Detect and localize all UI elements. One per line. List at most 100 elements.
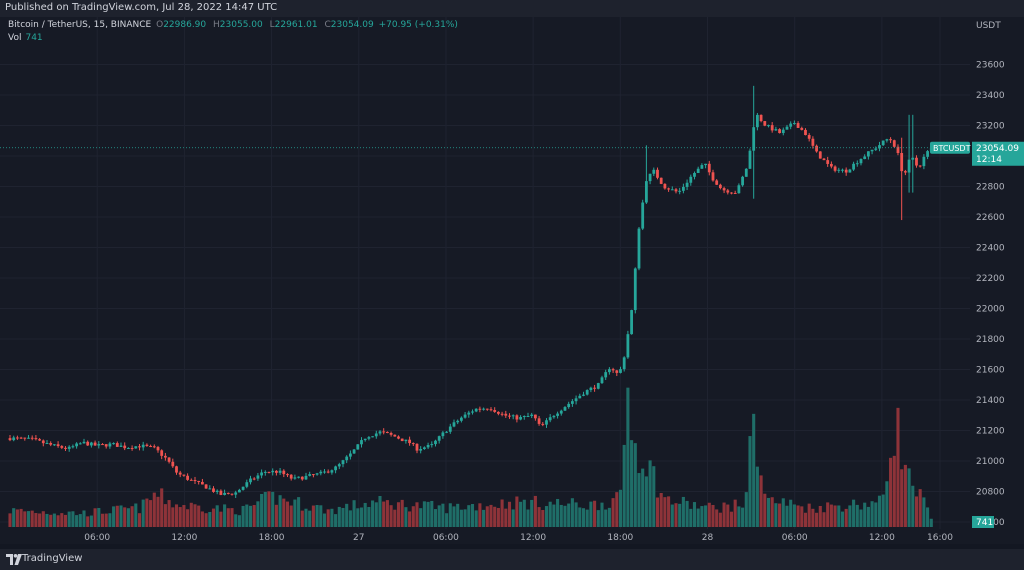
- candle-body: [696, 168, 700, 173]
- candle-body: [500, 413, 504, 415]
- candle-body: [434, 440, 437, 445]
- candle-body: [530, 414, 534, 417]
- volume-bar: [56, 515, 60, 527]
- candle-body: [223, 492, 226, 495]
- volume-bar: [744, 492, 748, 527]
- price-tick-label: 20800: [976, 488, 1005, 498]
- price-axis-unit: USDT: [976, 21, 1001, 31]
- candle-body: [171, 461, 175, 467]
- candle-body: [263, 471, 267, 473]
- candle-body: [345, 456, 349, 461]
- candle-body: [755, 114, 759, 128]
- candle-body: [567, 403, 571, 408]
- volume-bar: [130, 506, 134, 527]
- candle-body: [189, 479, 193, 481]
- candle-body: [141, 444, 145, 448]
- candle-body: [907, 159, 911, 173]
- candle-body: [278, 470, 282, 473]
- candle-body: [426, 444, 430, 448]
- volume-value: 741: [976, 518, 993, 528]
- volume-bar: [567, 503, 571, 527]
- candle-body: [822, 158, 826, 161]
- candle-body: [282, 470, 286, 475]
- volume-bar: [670, 504, 674, 527]
- volume-bar: [855, 504, 859, 527]
- low-value: 22961.01: [274, 20, 318, 30]
- volume-bar: [863, 502, 867, 527]
- volume-bar: [197, 505, 201, 527]
- volume-bar: [803, 512, 808, 527]
- volume-bar: [104, 513, 108, 527]
- candle-body: [870, 149, 874, 152]
- volume-bar: [811, 508, 815, 527]
- candle-body: [718, 184, 722, 189]
- time-tick-label: 16:00: [927, 533, 953, 543]
- candle-body: [241, 486, 245, 490]
- bar-countdown: 12:14: [976, 155, 1002, 165]
- candle-body: [237, 489, 241, 493]
- candle-body: [855, 163, 859, 165]
- candle-body: [652, 169, 656, 174]
- candle-body: [271, 470, 275, 473]
- candle-body: [267, 471, 271, 473]
- volume-bar: [618, 489, 623, 527]
- volume-bar: [926, 507, 930, 527]
- volume-bar: [326, 509, 330, 527]
- candle-body: [552, 415, 556, 418]
- volume-bar: [792, 504, 796, 527]
- candle-body: [182, 474, 186, 476]
- volume-bar: [600, 502, 604, 527]
- volume-bar: [511, 509, 515, 527]
- volume-bar: [852, 499, 856, 527]
- time-tick-label: 28: [702, 533, 714, 543]
- volume-bar: [389, 505, 393, 527]
- volume-bar: [678, 503, 682, 527]
- last-price-value: 23054.09: [976, 144, 1019, 154]
- candle-body: [763, 121, 767, 126]
- volume-bar: [544, 506, 549, 527]
- volume-bar: [278, 495, 282, 527]
- candle-body: [60, 446, 64, 448]
- candle-body: [378, 431, 382, 434]
- volume-bar: [674, 503, 678, 527]
- candle-body: [30, 437, 34, 439]
- candle-body: [38, 439, 41, 441]
- volume-bar: [311, 505, 315, 527]
- candle-body: [837, 169, 841, 171]
- volume-bar: [844, 508, 848, 527]
- candle-body: [163, 455, 167, 458]
- candle-body: [404, 439, 408, 442]
- volume-bar: [837, 505, 841, 527]
- volume-bar: [63, 514, 68, 527]
- volume-bar: [826, 502, 830, 527]
- candle-body: [478, 408, 482, 410]
- candle-body: [896, 146, 900, 154]
- volume-bar: [648, 460, 652, 527]
- candle-body: [337, 464, 341, 467]
- candlesticks: [8, 85, 933, 499]
- chart-grid: [0, 17, 970, 529]
- volume-bar: [829, 504, 833, 527]
- volume-bar: [115, 505, 119, 527]
- candle-body: [49, 442, 53, 445]
- candle-body: [878, 145, 881, 149]
- volume-bar: [400, 499, 404, 527]
- candle-body: [437, 436, 441, 441]
- candle-body: [681, 186, 685, 191]
- last-price-value-badge: [972, 141, 1024, 166]
- candle-body: [452, 422, 456, 427]
- candle-body: [807, 135, 811, 139]
- price-chart[interactable]: 2060020800210002120021400216002180022000…: [0, 17, 1024, 544]
- volume-bar: [655, 497, 660, 527]
- volume-bar: [293, 499, 297, 527]
- volume-bar: [67, 511, 71, 527]
- volume-bar: [922, 497, 926, 527]
- volume-bar: [126, 508, 130, 527]
- volume-bar: [715, 509, 719, 527]
- volume-bar: [766, 497, 771, 527]
- volume-bar: [356, 508, 360, 527]
- volume-bar: [145, 498, 149, 527]
- volume-bar: [630, 440, 634, 527]
- volume-bar: [23, 511, 27, 527]
- volume-bar: [408, 511, 412, 527]
